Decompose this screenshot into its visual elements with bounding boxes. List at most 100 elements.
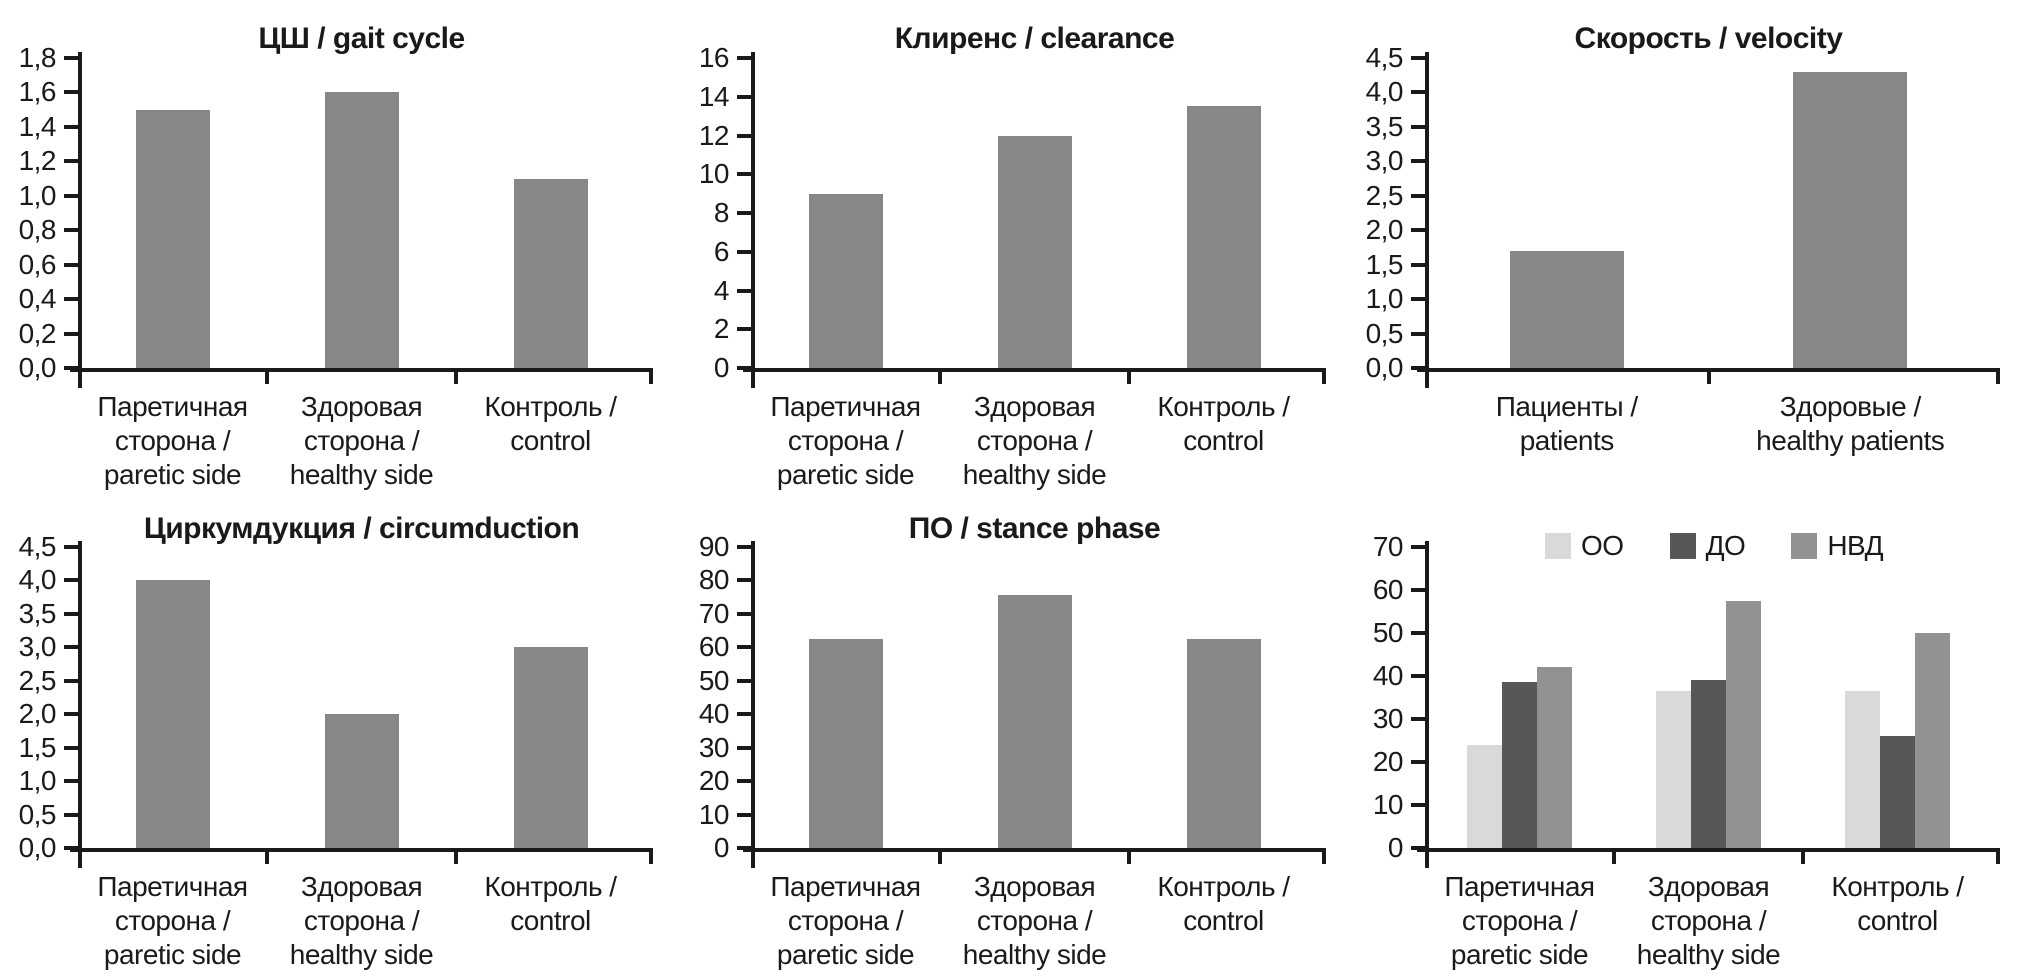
x-tick bbox=[938, 368, 942, 384]
legend-swatch-НВД bbox=[1791, 533, 1818, 559]
y-tick-label: 1,5 bbox=[18, 731, 57, 763]
y-tick bbox=[737, 578, 751, 583]
y-tick bbox=[64, 678, 78, 683]
y-tick bbox=[737, 211, 751, 215]
y-tick bbox=[737, 712, 751, 717]
y-tick-label: 1,8 bbox=[18, 42, 57, 73]
bar-Здоровая-НВД bbox=[1726, 600, 1761, 848]
category-label-line: paretic side bbox=[776, 459, 915, 490]
y-axis-line bbox=[1425, 52, 1429, 388]
y-tick bbox=[64, 366, 78, 370]
x-tick bbox=[1996, 368, 2000, 384]
bar-Контроль bbox=[513, 178, 588, 368]
x-tick bbox=[1322, 368, 1326, 384]
chart-title: ЦШ / gait cycle bbox=[258, 22, 465, 55]
y-tick bbox=[1411, 262, 1425, 267]
x-tick bbox=[454, 848, 458, 864]
category-label: Пациенты / patients bbox=[1410, 390, 1724, 458]
y-tick bbox=[737, 779, 751, 784]
x-tick bbox=[649, 368, 653, 384]
y-tick-label: 1,2 bbox=[18, 145, 57, 177]
y-tick-label: 70 bbox=[1372, 531, 1404, 562]
category-label-line: Паретичная bbox=[770, 871, 921, 902]
category-label: Здоровая сторона / healthy side bbox=[1599, 870, 1818, 972]
category-label-line: сторона / bbox=[114, 905, 231, 936]
y-axis-line bbox=[751, 541, 755, 868]
y-tick bbox=[737, 94, 751, 99]
y-tick-label: 1,0 bbox=[1365, 283, 1404, 315]
category-label-line: patients bbox=[1519, 425, 1615, 456]
y-tick-label: 0,0 bbox=[18, 832, 57, 863]
y-tick-label: 0,6 bbox=[18, 248, 57, 280]
y-tick bbox=[1411, 124, 1425, 129]
legend-item-ДО: ДО bbox=[1669, 530, 1746, 562]
y-tick-label: 50 bbox=[698, 664, 730, 696]
bar-Паретичная bbox=[808, 638, 883, 848]
y-tick-label: 4,0 bbox=[18, 564, 57, 596]
y-tick-label: 4,5 bbox=[18, 531, 57, 562]
y-tick-label: 4 bbox=[713, 274, 730, 306]
y-tick bbox=[737, 611, 751, 616]
bar-Контроль bbox=[1186, 106, 1261, 368]
y-tick-label: 0,5 bbox=[18, 798, 57, 830]
y-tick bbox=[737, 133, 751, 138]
x-axis-line bbox=[743, 368, 1326, 372]
category-label-line: Здоровая bbox=[1647, 871, 1770, 902]
chart-title: Клиренс / clearance bbox=[894, 22, 1175, 55]
chart-title: ПО / stance phase bbox=[908, 512, 1161, 545]
y-tick-label: 1,5 bbox=[1365, 248, 1404, 280]
y-tick-label: 3,0 bbox=[18, 631, 57, 663]
chart-circumduction: Циркумдукция / circumduction 4,5 4,0 3,5 3,… bbox=[0, 490, 673, 980]
category-label-line: healthy side bbox=[289, 939, 434, 970]
y-tick-label: 0 bbox=[1387, 832, 1404, 863]
y-tick-label: 0 bbox=[713, 352, 730, 383]
y-tick-label: 70 bbox=[698, 597, 730, 629]
y-tick-label: 10 bbox=[698, 158, 730, 190]
category-label: Здоровая сторона / healthy side bbox=[252, 390, 471, 492]
y-tick-label: 0,4 bbox=[18, 283, 57, 315]
bar-Здоровая bbox=[997, 595, 1072, 848]
category-label-line: сторона / bbox=[976, 905, 1093, 936]
bar-Здоровая-ДО bbox=[1691, 680, 1726, 848]
y-axis-line bbox=[1425, 541, 1429, 868]
bar-Пациенты bbox=[1509, 250, 1624, 368]
category-label-line: control bbox=[510, 425, 591, 456]
y-tick bbox=[1411, 228, 1425, 233]
category-label-line: сторона / bbox=[303, 905, 420, 936]
y-tick bbox=[737, 172, 751, 177]
chart-gait-cycle: ЦШ / gait cycle 1,8 1,6 1,4 1,2 1,0 0,8 0,6 0,4… bbox=[0, 0, 673, 490]
legend: ОО ДО НВД bbox=[1545, 530, 1884, 562]
y-tick bbox=[64, 90, 78, 95]
legend-swatch-ОО bbox=[1545, 533, 1571, 559]
y-tick-label: 2,5 bbox=[18, 664, 57, 696]
y-tick-label: 20 bbox=[698, 765, 730, 797]
y-tick-label: 0,8 bbox=[18, 214, 57, 246]
category-label: Здоровые / healthy patients bbox=[1694, 390, 2008, 458]
y-tick-label: 3,5 bbox=[1365, 110, 1404, 142]
y-tick bbox=[737, 645, 751, 650]
category-label: Паретичная сторона / paretic side bbox=[63, 390, 282, 492]
y-tick bbox=[1411, 760, 1425, 764]
y-tick-label: 4,5 bbox=[1365, 42, 1404, 73]
category-label-line: Паретичная bbox=[97, 391, 248, 422]
chart-stance-phase: ПО / stance phase 90 80 70 60 50 40 30 20 10 0 Пар… bbox=[673, 490, 1346, 980]
y-tick bbox=[1411, 674, 1425, 678]
category-label-line: Паретичная bbox=[97, 871, 248, 902]
x-tick bbox=[265, 848, 269, 864]
y-tick bbox=[64, 712, 78, 717]
y-tick bbox=[64, 262, 78, 267]
y-tick-label: 1,4 bbox=[18, 110, 57, 142]
y-tick bbox=[64, 578, 78, 583]
y-tick bbox=[1411, 545, 1425, 549]
category-label: Здоровая сторона / healthy side bbox=[252, 870, 471, 972]
x-tick bbox=[1706, 368, 1711, 384]
y-tick-label: 2 bbox=[713, 313, 730, 345]
x-tick bbox=[1322, 848, 1326, 864]
category-label-line: Паретичная bbox=[770, 391, 921, 422]
y-tick-label: 1,6 bbox=[18, 76, 57, 108]
y-tick-label: 3,0 bbox=[1365, 145, 1404, 177]
y-tick-label: 40 bbox=[1372, 660, 1404, 691]
y-tick-label: 30 bbox=[1372, 703, 1404, 734]
y-tick-label: 40 bbox=[698, 698, 730, 730]
category-label-line: сторона / bbox=[787, 425, 904, 456]
